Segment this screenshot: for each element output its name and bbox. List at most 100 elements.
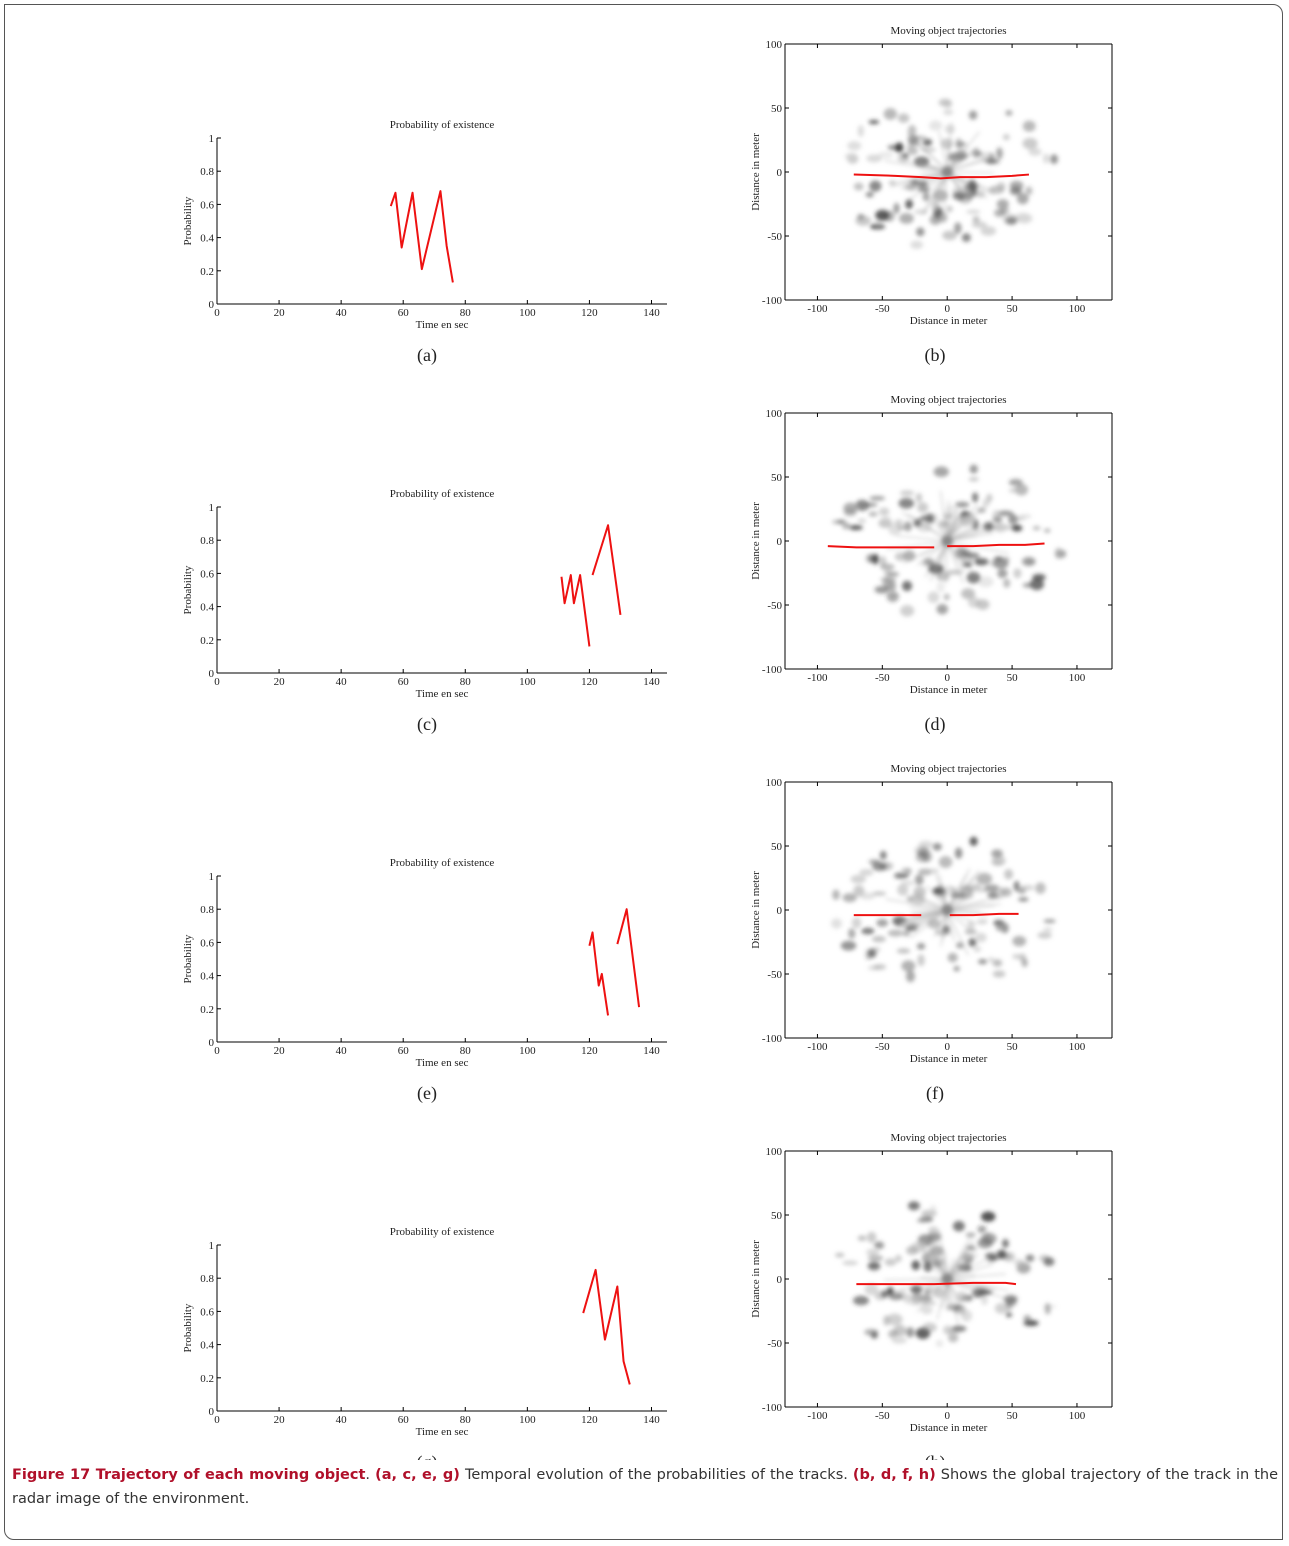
- x-tick-label: 20: [274, 1414, 286, 1426]
- radar-blob: [1025, 186, 1032, 195]
- radar-blob: [969, 110, 977, 119]
- radar-blob: [1044, 528, 1051, 532]
- radar-blob: [894, 872, 909, 879]
- radar-blob: [936, 1340, 944, 1347]
- y-tick-label: -100: [762, 664, 783, 676]
- subfigure-label: (e): [417, 1083, 437, 1104]
- radar-blob: [1012, 936, 1026, 946]
- y-tick-label: 0: [777, 167, 783, 179]
- y-tick-label: 0: [777, 1274, 783, 1286]
- radar-blob: [908, 1201, 920, 1210]
- x-tick-label: 120: [581, 1414, 598, 1426]
- radar-blob: [1043, 153, 1049, 163]
- radar-center: [941, 166, 953, 178]
- chart-title: Probability of existence: [390, 1226, 495, 1238]
- figure: 02040608010012014000.20.40.60.81Probabil…: [0, 0, 1289, 1460]
- caption: Figure 17 Trajectory of each moving obje…: [12, 1463, 1278, 1511]
- x-tick-label: -100: [807, 303, 828, 315]
- y-tick-label: 1: [209, 133, 215, 145]
- radar-blob: [1024, 558, 1035, 565]
- radar-ray: [884, 1279, 941, 1280]
- y-axis-label: Probability: [182, 565, 194, 614]
- radar-blob: [917, 502, 928, 513]
- radar-blob: [1023, 1315, 1031, 1322]
- y-tick-label: 0.6: [200, 199, 214, 211]
- y-tick-label: 1: [209, 502, 215, 514]
- radar-ray: [949, 916, 968, 955]
- radar-blob: [970, 465, 978, 474]
- y-tick-label: 0: [777, 905, 783, 917]
- x-tick-label: 140: [643, 307, 660, 319]
- radar-blob: [939, 99, 952, 107]
- y-tick-label: 0.2: [200, 1004, 214, 1016]
- radar-blob: [916, 1219, 927, 1223]
- radar-blob: [901, 868, 911, 872]
- radar-blob: [902, 581, 912, 591]
- y-tick-label: 0: [209, 1037, 215, 1049]
- x-axis-label: Distance in meter: [910, 315, 988, 327]
- y-tick-label: 0.8: [200, 166, 214, 178]
- radar-image: [835, 1201, 1057, 1347]
- radar-blob: [928, 868, 939, 873]
- radar-blob: [841, 941, 856, 951]
- radar-blob: [1037, 932, 1052, 939]
- radar-blob: [977, 1238, 992, 1248]
- radar-blob: [1010, 187, 1022, 196]
- x-tick-label: 50: [1007, 1041, 1019, 1053]
- radar-blob: [875, 586, 890, 594]
- x-tick-label: 0: [214, 307, 220, 319]
- subfigure-label: (f): [926, 1083, 944, 1104]
- radar-blob: [914, 209, 928, 214]
- radar-image: [832, 465, 1066, 617]
- radar-blob: [986, 494, 992, 502]
- chart-title: Moving object trajectories: [890, 394, 1006, 406]
- chart-title: Probability of existence: [390, 488, 495, 500]
- radar-blob: [992, 959, 1002, 966]
- y-tick-label: 0: [777, 536, 783, 548]
- x-tick-label: 100: [519, 676, 536, 688]
- y-tick-label: 0.4: [200, 1340, 214, 1352]
- x-tick-label: 80: [460, 307, 472, 319]
- x-tick-label: 120: [581, 1045, 598, 1057]
- radar-blob: [917, 943, 925, 950]
- radar-blob: [868, 120, 879, 124]
- y-tick-label: 50: [771, 1210, 783, 1222]
- radar-blob: [905, 199, 913, 209]
- radar-blob: [952, 1326, 967, 1332]
- radar-blob: [878, 152, 894, 159]
- x-tick-label: 140: [643, 676, 660, 688]
- radar-blob: [887, 591, 899, 602]
- radar-blob: [887, 1314, 903, 1326]
- radar-blob: [953, 191, 966, 200]
- x-tick-label: 100: [1069, 1041, 1086, 1053]
- x-tick-label: 50: [1007, 672, 1019, 684]
- radar-blob: [983, 887, 996, 892]
- radar-blob: [942, 231, 957, 240]
- radar-ray: [920, 1277, 941, 1278]
- radar-blob: [837, 520, 846, 524]
- x-tick-label: 40: [336, 1414, 348, 1426]
- radar-blob: [1018, 888, 1026, 894]
- radar-blob: [872, 862, 887, 871]
- radar-blob: [953, 966, 960, 972]
- radar-blob: [880, 851, 887, 860]
- x-axis-label: Time en sec: [416, 319, 469, 331]
- radar-blob: [936, 582, 945, 593]
- radar-blob: [868, 512, 877, 517]
- radar-blob: [975, 933, 986, 943]
- x-tick-label: 0: [214, 1045, 220, 1057]
- radar-blob: [867, 1232, 877, 1243]
- radar-blob: [1045, 1303, 1051, 1314]
- x-axis-label: Distance in meter: [910, 684, 988, 696]
- radar-blob: [866, 192, 874, 198]
- radar-blob: [910, 241, 923, 250]
- radar-blob: [888, 1330, 897, 1339]
- radar-blob: [872, 936, 886, 942]
- trajectory-line: [561, 525, 620, 646]
- radar-blob: [899, 213, 914, 224]
- x-tick-label: 100: [519, 1414, 536, 1426]
- y-axis-label: Probability: [182, 196, 194, 245]
- x-axis-label: Time en sec: [416, 688, 469, 700]
- radar-blob: [854, 183, 864, 191]
- y-tick-label: -100: [762, 295, 783, 307]
